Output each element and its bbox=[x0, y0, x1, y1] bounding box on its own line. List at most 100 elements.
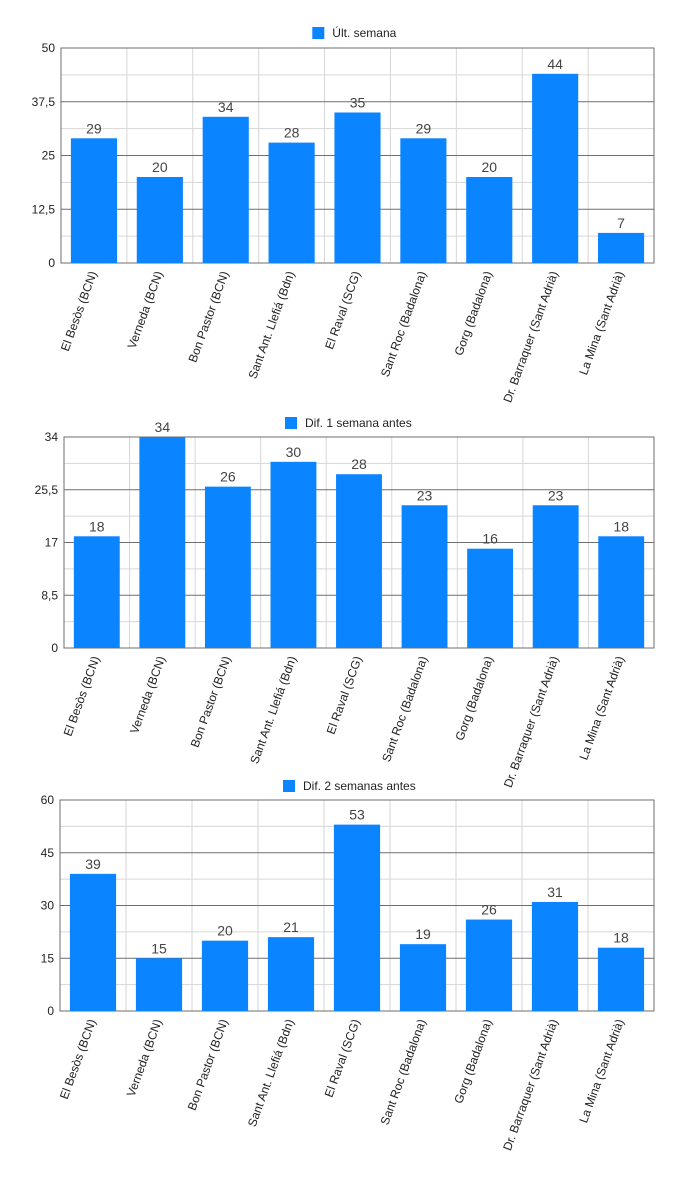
x-category-label: El Besòs (BCN) bbox=[58, 269, 100, 353]
bar-value-label: 26 bbox=[481, 902, 497, 918]
x-category-label: Sant Roc (Badalona) bbox=[379, 654, 430, 763]
bar bbox=[135, 958, 183, 1011]
bar-value-label: 53 bbox=[349, 807, 365, 823]
x-category-label: Verneda (BCN) bbox=[127, 654, 168, 735]
y-tick-label: 30 bbox=[41, 899, 55, 913]
bar-value-label: 26 bbox=[220, 469, 236, 485]
bar-value-label: 21 bbox=[283, 919, 299, 935]
x-category-label: Bon Pastor (BCN) bbox=[186, 269, 232, 364]
bar-value-label: 23 bbox=[548, 487, 564, 503]
bar bbox=[532, 505, 579, 648]
y-tick-label: 0 bbox=[51, 641, 58, 655]
x-category-label: La Mina (Sant Adrià) bbox=[576, 1017, 627, 1125]
x-category-label: Sant Roc (Badalona) bbox=[378, 269, 429, 378]
x-category-label: Sant Roc (Badalona) bbox=[378, 1017, 429, 1126]
bar-value-label: 30 bbox=[286, 444, 302, 460]
bar-value-label: 44 bbox=[547, 56, 563, 72]
bar-value-label: 15 bbox=[151, 940, 167, 956]
bar bbox=[401, 505, 448, 648]
bar-value-label: 18 bbox=[613, 930, 629, 946]
bar bbox=[270, 461, 317, 648]
bar-value-label: 29 bbox=[416, 120, 432, 136]
bar-value-label: 34 bbox=[218, 99, 234, 115]
bar bbox=[465, 919, 513, 1011]
bar-value-label: 28 bbox=[351, 456, 367, 472]
bar-value-label: 35 bbox=[350, 95, 366, 111]
bar bbox=[333, 824, 381, 1011]
y-tick-label: 15 bbox=[41, 951, 55, 965]
y-tick-label: 8,5 bbox=[41, 588, 58, 602]
bar-value-label: 18 bbox=[613, 518, 629, 534]
bar bbox=[466, 177, 513, 263]
x-category-label: Sant Ant. Llefiá (Bdn) bbox=[245, 269, 297, 380]
bar bbox=[267, 937, 315, 1011]
x-category-label: La Mina (Sant Adrià) bbox=[576, 654, 627, 762]
x-category-label: Gorg (Badalona) bbox=[451, 1017, 494, 1105]
bar-value-label: 7 bbox=[617, 215, 625, 231]
bar bbox=[136, 177, 183, 263]
bar bbox=[334, 112, 381, 263]
x-category-label: El Raval (SCG) bbox=[324, 654, 365, 736]
y-tick-label: 25 bbox=[42, 149, 56, 163]
bar-value-label: 20 bbox=[217, 923, 233, 939]
bar bbox=[399, 944, 447, 1011]
x-category-label: El Raval (SCG) bbox=[322, 1017, 363, 1099]
x-category-label: Bon Pastor (BCN) bbox=[188, 654, 234, 749]
bar bbox=[268, 142, 315, 263]
x-category-label: Sant Ant. Llefiá (Bdn) bbox=[245, 1017, 297, 1128]
x-category-label: Sant Ant. Llefiá (Bdn) bbox=[247, 654, 299, 765]
bar bbox=[336, 474, 382, 648]
x-category-label: El Besòs (BCN) bbox=[61, 654, 103, 738]
x-category-label: Dr. Barraquer (Sant Adrià) bbox=[501, 654, 562, 789]
y-tick-label: 50 bbox=[42, 41, 56, 55]
bar-value-label: 39 bbox=[85, 856, 101, 872]
y-tick-label: 45 bbox=[41, 846, 55, 860]
bar bbox=[201, 940, 249, 1011]
bar-value-label: 16 bbox=[482, 531, 498, 547]
bar bbox=[400, 138, 447, 263]
y-tick-label: 37,5 bbox=[32, 95, 56, 109]
bar bbox=[531, 901, 579, 1011]
bar bbox=[73, 536, 120, 648]
bar bbox=[69, 873, 117, 1011]
x-category-label: Verneda (BCN) bbox=[124, 1017, 165, 1098]
y-tick-label: 0 bbox=[47, 1004, 54, 1018]
bar-value-label: 29 bbox=[86, 120, 102, 136]
x-category-label: Dr. Barraquer (Sant Adrià) bbox=[500, 269, 561, 404]
bar-value-label: 20 bbox=[152, 159, 168, 175]
x-category-label: Gorg (Badalona) bbox=[452, 654, 495, 742]
x-category-label: El Besòs (BCN) bbox=[57, 1017, 99, 1101]
bar bbox=[532, 73, 579, 263]
bar-value-label: 20 bbox=[481, 159, 497, 175]
bar bbox=[70, 138, 118, 263]
bar-value-label: 23 bbox=[417, 487, 433, 503]
y-tick-label: 34 bbox=[45, 430, 59, 444]
bar bbox=[139, 437, 186, 648]
bar-value-label: 34 bbox=[155, 419, 171, 435]
legend-label: Dif. 2 semanas antes bbox=[303, 779, 416, 793]
bar-value-label: 31 bbox=[547, 884, 563, 900]
bar bbox=[467, 548, 514, 648]
legend-swatch bbox=[283, 780, 295, 792]
x-category-label: Bon Pastor (BCN) bbox=[185, 1017, 231, 1112]
legend-swatch bbox=[285, 417, 297, 429]
y-tick-label: 12,5 bbox=[32, 202, 56, 216]
y-tick-label: 25,5 bbox=[35, 483, 59, 497]
bar bbox=[204, 486, 251, 648]
y-tick-label: 0 bbox=[48, 256, 55, 270]
x-category-label: Verneda (BCN) bbox=[125, 269, 166, 350]
legend-swatch bbox=[312, 27, 325, 39]
bar-value-label: 28 bbox=[284, 125, 300, 141]
y-tick-label: 17 bbox=[45, 536, 59, 550]
bar bbox=[597, 232, 645, 263]
bar bbox=[597, 947, 645, 1011]
x-category-label: El Raval (SCG) bbox=[322, 269, 363, 351]
bar-value-label: 18 bbox=[89, 518, 105, 534]
bar-value-label: 19 bbox=[415, 926, 431, 942]
x-category-label: Gorg (Badalona) bbox=[452, 269, 495, 357]
legend-label: Dif. 1 semana antes bbox=[305, 416, 412, 430]
legend-label: Últ. semana bbox=[332, 25, 396, 40]
y-tick-label: 60 bbox=[41, 793, 55, 807]
